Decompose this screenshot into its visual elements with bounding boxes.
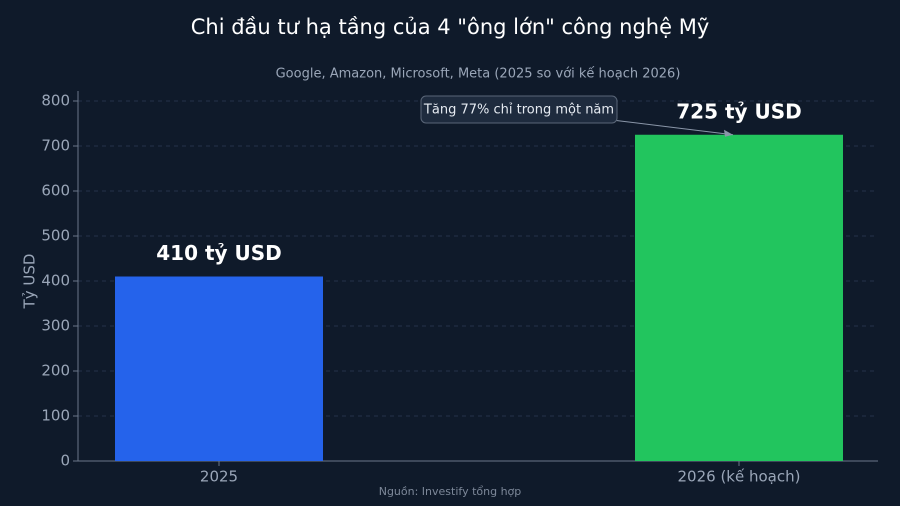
chart-subtitle: Google, Amazon, Microsoft, Meta (2025 so… (276, 67, 681, 82)
y-axis-label: Tỷ USD (21, 254, 39, 310)
y-tick-label: 700 (41, 137, 70, 155)
y-tick-label: 200 (41, 362, 70, 380)
annotation-arrowhead (724, 129, 733, 137)
y-tick-label: 300 (41, 317, 70, 335)
bar (115, 276, 323, 461)
y-tick-label: 100 (41, 407, 70, 425)
y-tick-label: 400 (41, 272, 70, 290)
annotation: Tăng 77% chỉ trong một năm (423, 103, 614, 118)
y-tick-label: 0 (60, 452, 70, 470)
x-tick-label: 2026 (kế hoạch) (678, 468, 801, 486)
bar (635, 134, 843, 461)
y-tick-label: 500 (41, 227, 70, 245)
y-tick-label: 600 (41, 182, 70, 200)
y-tick-label: 800 (41, 92, 70, 110)
annotation-box (420, 95, 618, 124)
source: Nguồn: Investify tổng hợp (379, 485, 522, 498)
x-tick-label: 2025 (200, 468, 238, 486)
value-label: 410 tỷ USD (156, 241, 282, 265)
annotation-arrow (611, 119, 734, 136)
chart-title: Chi đầu tư hạ tầng của 4 "ông lớn" công … (191, 15, 710, 39)
value-label: 725 tỷ USD (676, 99, 802, 123)
